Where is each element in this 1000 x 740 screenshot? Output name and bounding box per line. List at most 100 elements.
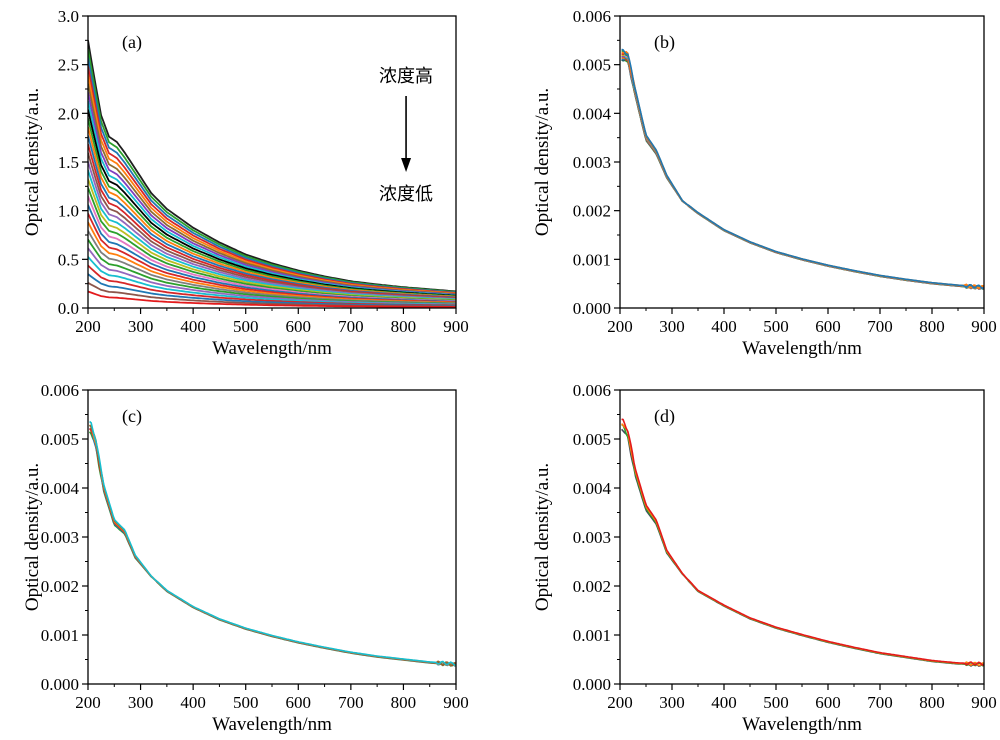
y-tick-label: 0.000 — [573, 675, 611, 694]
y-tick-label: 3.0 — [58, 7, 79, 26]
series-line — [89, 424, 456, 667]
x-axis-title: Wavelength/nm — [742, 338, 862, 359]
series-line — [621, 424, 984, 667]
series-line — [88, 431, 456, 667]
series-line — [621, 51, 984, 290]
plot-frame — [619, 389, 985, 685]
panel-label: (c) — [122, 406, 142, 427]
x-tick-label: 800 — [919, 317, 945, 336]
series-line — [621, 428, 984, 667]
y-tick-label: 0.004 — [573, 104, 612, 123]
x-tick-label: 200 — [75, 317, 101, 336]
y-tick-label: 0.002 — [41, 577, 79, 596]
plot-frame — [619, 15, 985, 309]
annotation-high-conc: 浓度高 — [379, 66, 433, 86]
x-axis-title: Wavelength/nm — [212, 338, 332, 359]
x-tick-label: 700 — [338, 317, 364, 336]
x-tick-label: 900 — [443, 693, 469, 712]
y-tick-label: 0.001 — [41, 626, 79, 645]
x-tick-label: 500 — [233, 317, 259, 336]
x-tick-label: 700 — [867, 693, 893, 712]
y-tick-label: 0.006 — [573, 7, 611, 26]
y-tick-label: 0.000 — [573, 299, 611, 318]
y-tick-label: 0.005 — [41, 430, 79, 449]
y-tick-label: 0.001 — [573, 626, 611, 645]
x-tick-label: 500 — [763, 317, 789, 336]
panel-3: 200 300 400 500 600 700 800 900 0.000 0.001 0.002 0… — [22, 381, 469, 735]
series-group — [621, 48, 984, 291]
x-tick-label: 600 — [815, 317, 841, 336]
x-tick-label: 600 — [286, 693, 312, 712]
series-line — [621, 53, 984, 290]
y-tick-label: 0.003 — [41, 528, 79, 547]
y-axis-title: Optical density/a.u. — [22, 88, 43, 236]
y-tick-label: 0.001 — [573, 250, 611, 269]
y-tick-label: 0.004 — [41, 479, 80, 498]
y-tick-label: 0.0 — [58, 299, 79, 318]
series-line — [621, 423, 984, 667]
series-line — [621, 418, 984, 667]
x-tick-label: 900 — [971, 693, 997, 712]
annotation-low-conc: 浓度低 — [379, 184, 433, 204]
panel-label: (b) — [654, 32, 675, 53]
series-line — [621, 50, 984, 290]
panel-label: (a) — [122, 32, 142, 53]
series-group — [88, 420, 456, 667]
x-tick-label: 400 — [711, 693, 737, 712]
x-tick-label: 300 — [128, 693, 154, 712]
y-axis-title: Optical density/a.u. — [532, 463, 553, 611]
series-line — [621, 58, 984, 290]
y-tick-label: 0.003 — [573, 528, 611, 547]
series-line — [88, 424, 456, 667]
x-tick-label: 600 — [286, 317, 312, 336]
series-line — [621, 52, 984, 290]
y-tick-label: 2.0 — [58, 104, 79, 123]
x-tick-label: 400 — [711, 317, 737, 336]
x-tick-label: 800 — [391, 317, 417, 336]
y-tick-label: 0.003 — [573, 153, 611, 172]
x-tick-label: 500 — [763, 693, 789, 712]
x-tick-label: 300 — [128, 317, 154, 336]
y-tick-label: 0.002 — [573, 577, 611, 596]
y-axis-title: Optical density/a.u. — [532, 88, 553, 236]
x-tick-label: 200 — [607, 693, 633, 712]
series-line — [621, 48, 984, 289]
panel-1: 200 300 400 500 600 700 800 900 0.0 0.5 1.0 1.5 2.0 2… — [22, 7, 469, 359]
series-line — [621, 52, 984, 290]
panel-2: 200 300 400 500 600 700 800 900 0.000 0.001 0.002 0… — [532, 7, 997, 359]
series-line — [88, 57, 456, 294]
panel-label: (d) — [654, 406, 675, 427]
x-tick-label: 400 — [180, 317, 206, 336]
series-line — [621, 53, 984, 290]
x-tick-label: 900 — [443, 317, 469, 336]
series-line — [621, 57, 984, 290]
y-tick-label: 1.5 — [58, 153, 79, 172]
x-tick-label: 300 — [659, 693, 685, 712]
series-line — [621, 55, 984, 290]
x-axis-title: Wavelength/nm — [742, 714, 862, 735]
series-line — [621, 54, 984, 290]
series-line — [88, 427, 456, 667]
y-tick-label: 0.5 — [58, 250, 79, 269]
series-group — [88, 40, 456, 308]
y-tick-label: 0.005 — [573, 56, 611, 75]
x-tick-label: 200 — [75, 693, 101, 712]
x-axis-title: Wavelength/nm — [212, 714, 332, 735]
panel-4: 200 300 400 500 600 700 800 900 0.000 0.001 0.002 0… — [532, 381, 997, 735]
x-tick-label: 800 — [391, 693, 417, 712]
x-tick-label: 700 — [867, 317, 893, 336]
series-line — [621, 50, 984, 290]
y-axis-title: Optical density/a.u. — [22, 463, 43, 611]
plot-frame — [87, 389, 457, 685]
series-line — [621, 56, 984, 291]
x-tick-label: 300 — [659, 317, 685, 336]
y-tick-label: 2.5 — [58, 56, 79, 75]
y-tick-label: 0.006 — [41, 381, 79, 400]
x-tick-label: 900 — [971, 317, 997, 336]
series-line — [89, 420, 456, 667]
series-group — [621, 418, 984, 667]
x-tick-label: 600 — [815, 693, 841, 712]
x-tick-label: 400 — [180, 693, 206, 712]
y-tick-label: 0.006 — [573, 381, 611, 400]
y-tick-label: 0.002 — [573, 202, 611, 221]
